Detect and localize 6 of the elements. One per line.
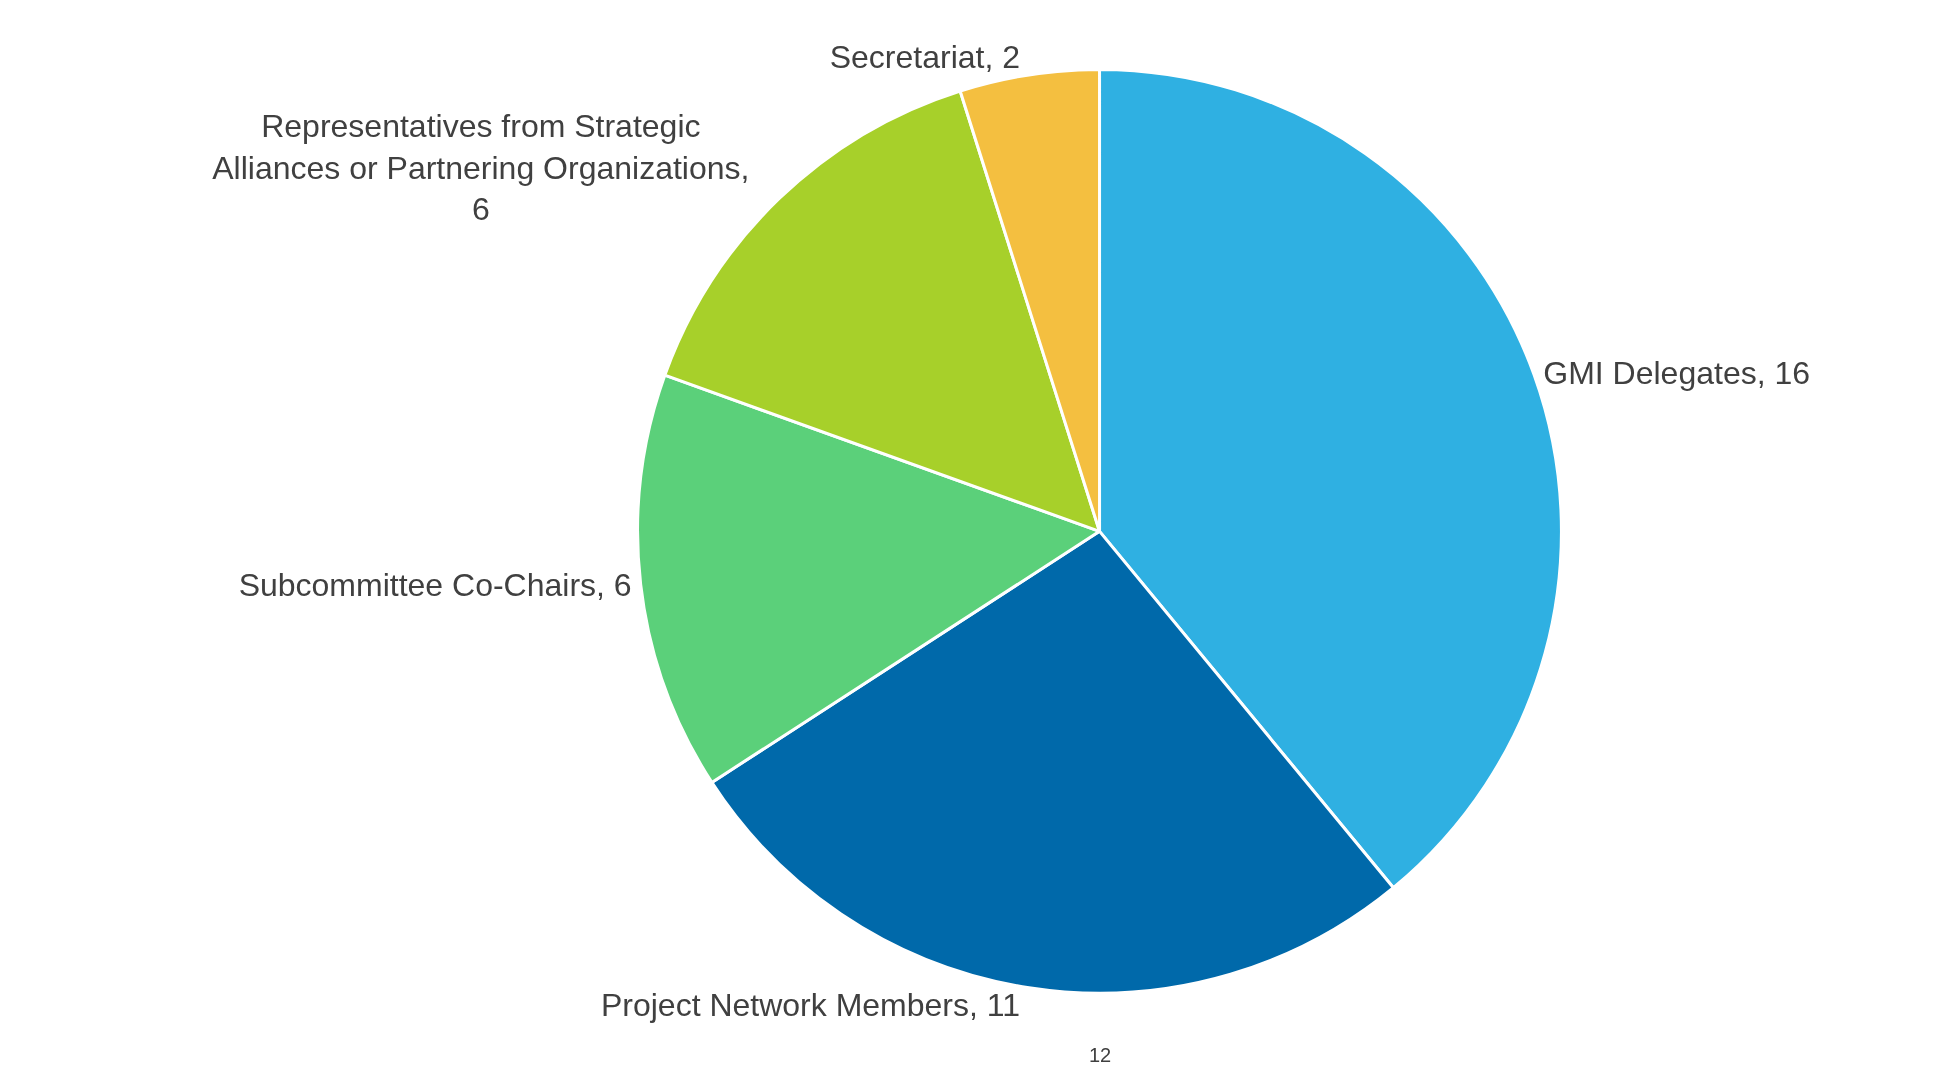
slice-label: GMI Delegates, 16 — [1543, 355, 1811, 392]
text: 12 — [1089, 1044, 1112, 1066]
slice-label: Project Network Members, 11 — [600, 987, 1021, 1024]
slice-label: Subcommittee Co-Chairs, 6 — [238, 566, 632, 603]
slice-label: Secretariat, 2 — [829, 39, 1021, 76]
slice-label: Representatives from Strategic Alliances or Partnering Organizations, 6 — [212, 107, 750, 228]
